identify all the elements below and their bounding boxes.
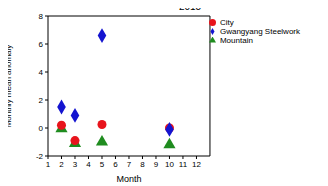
svg-text:6: 6 <box>113 160 118 169</box>
svg-text:11: 11 <box>179 160 188 169</box>
svg-text:2: 2 <box>39 96 44 105</box>
html-text:2015: 2015 <box>178 1 202 12</box>
svg-text:7: 7 <box>127 160 132 169</box>
svg-text:Monthly mean anomaly: Monthly mean anomaly <box>8 45 13 128</box>
svg-text:1: 1 <box>46 160 51 169</box>
svg-text:12: 12 <box>192 160 201 169</box>
svg-text:5: 5 <box>100 160 105 169</box>
svg-text:8: 8 <box>39 12 44 21</box>
svg-text:Month: Month <box>116 174 141 184</box>
svg-text:6: 6 <box>39 40 44 49</box>
svg-text:10: 10 <box>165 160 174 169</box>
html-text:Mountain: Mountain <box>220 36 253 45</box>
svg-text:8: 8 <box>140 160 145 169</box>
svg-text:3: 3 <box>73 160 78 169</box>
svg-text:0: 0 <box>39 124 44 133</box>
html-text:City: City <box>220 18 234 27</box>
svg-text:-2: -2 <box>36 152 44 161</box>
svg-text:4: 4 <box>86 160 91 169</box>
svg-text:2: 2 <box>59 160 64 169</box>
svg-text:4: 4 <box>39 68 44 77</box>
html-text:Gwangyang Steelwork: Gwangyang Steelwork <box>220 27 300 36</box>
svg-text:9: 9 <box>154 160 159 169</box>
